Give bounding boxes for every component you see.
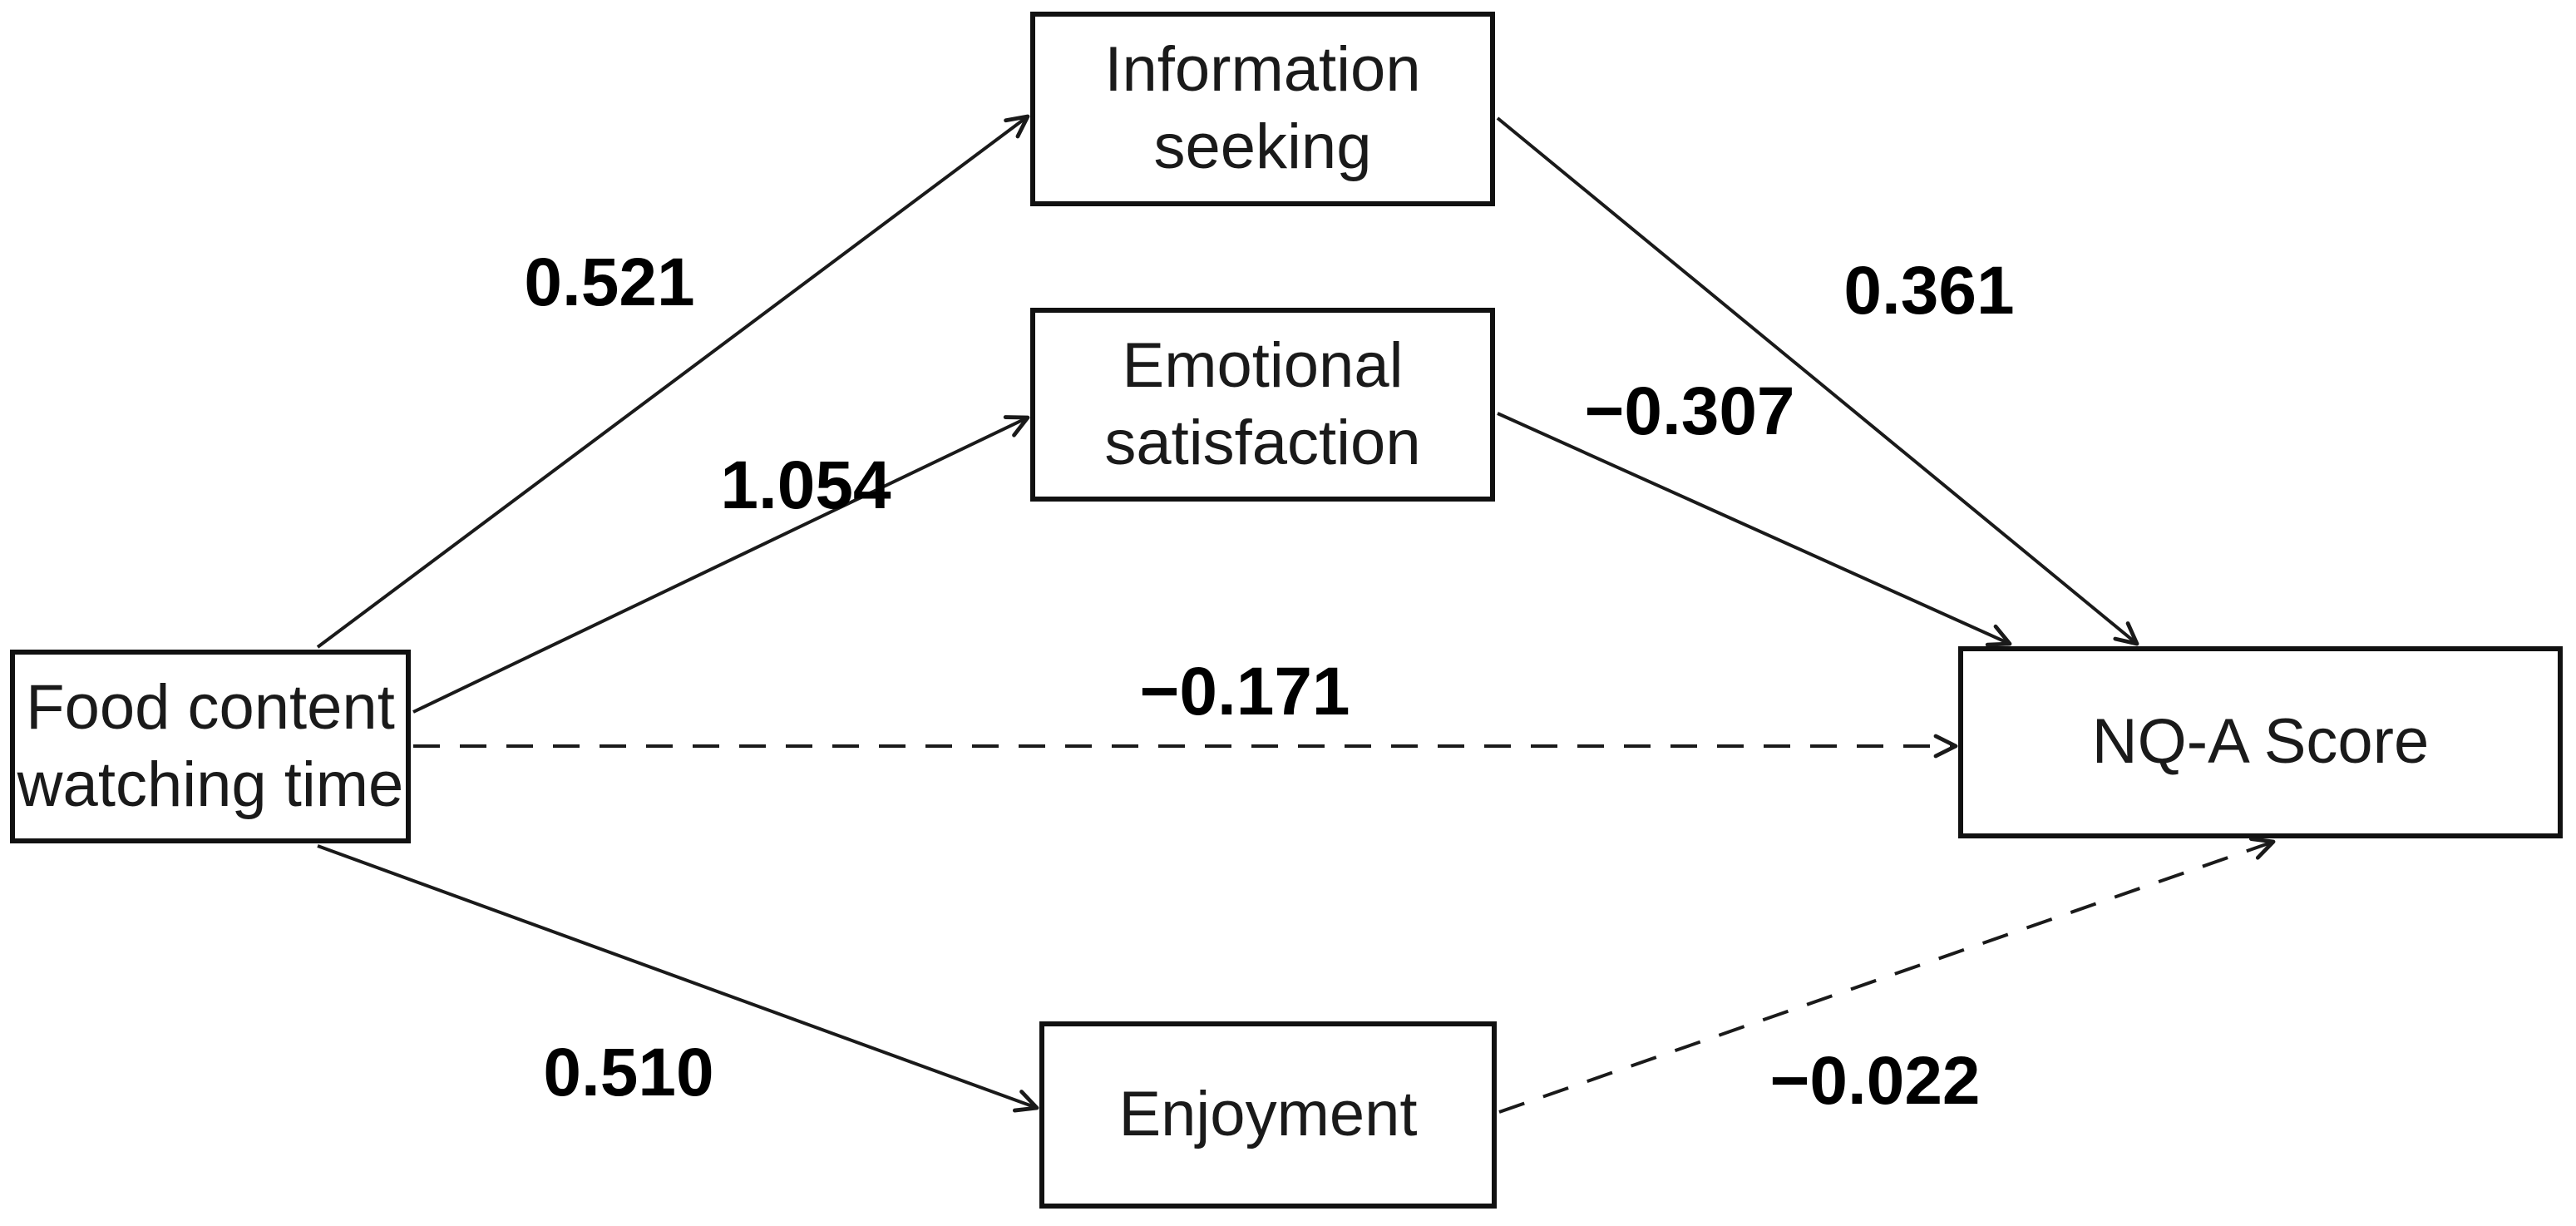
coefficient-emot-nqa: −0.307 [1584, 373, 1795, 449]
node-information-seeking: Information seeking [1030, 12, 1495, 206]
coefficient-enjoy-nqa: −0.022 [1769, 1043, 1981, 1119]
node-nqa-score: NQ-A Score [1958, 646, 2563, 838]
edge-emot-to-nqa [1497, 412, 2012, 647]
node-label: Enjoyment [1118, 1079, 1418, 1150]
coefficient-info-nqa: 0.361 [1843, 253, 2015, 329]
node-label: NQ-A Score [2091, 706, 2430, 778]
edge-food-to-info [316, 114, 1030, 649]
coefficient-food-emot: 1.054 [720, 447, 891, 523]
edge-food-to-emot [412, 415, 1030, 714]
coefficient-food-nqa: −0.171 [1139, 654, 1350, 729]
node-food-content-watching-time: Food content watching time [10, 650, 411, 843]
node-label: Information seeking [1104, 34, 1421, 182]
coefficient-food-enjoy: 0.510 [543, 1035, 714, 1110]
edge-food-to-enjoy [317, 844, 1039, 1113]
coefficient-food-info: 0.521 [524, 245, 695, 320]
edge-info-to-nqa [1496, 116, 2139, 646]
node-label: Food content watching time [17, 671, 404, 820]
node-label: Emotional satisfaction [1104, 329, 1421, 478]
node-emotional-satisfaction: Emotional satisfaction [1030, 308, 1495, 502]
node-enjoyment: Enjoyment [1039, 1021, 1497, 1209]
